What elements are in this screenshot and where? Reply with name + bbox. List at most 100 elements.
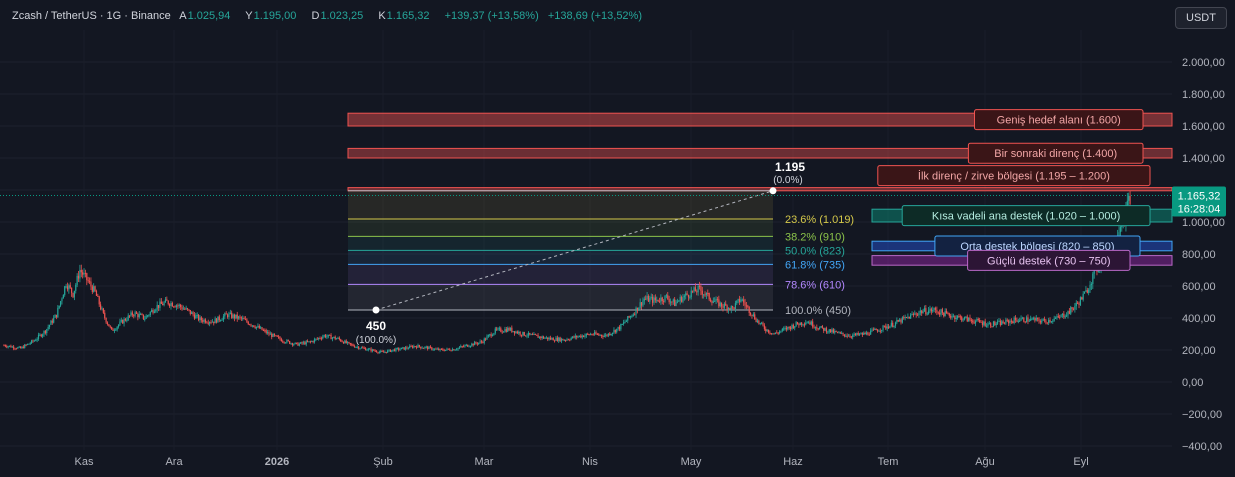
currency-button[interactable]: USDT [1175,7,1227,29]
candle-body [338,337,340,340]
candle-body [18,346,20,348]
candle-body [958,315,960,317]
candle-body [385,351,387,353]
candle-body [820,326,822,328]
candle-body [918,312,920,316]
candle-body [486,336,488,340]
candle-body [475,342,477,344]
candle-body [473,342,476,346]
candle-body [309,341,311,343]
candle-body [214,318,216,324]
candle-body [1070,307,1072,314]
candle-body [1066,315,1068,317]
candle-body [429,346,432,348]
candle-body [899,319,901,322]
candle-body [836,331,839,333]
candle-body [381,350,383,352]
candle-body [456,349,458,351]
candle-body [291,343,294,345]
candle-body [232,314,234,318]
candle-body [881,329,883,331]
candle-body [992,321,995,327]
candle-body [1043,319,1046,321]
candle-body [961,316,963,321]
candle-body [845,335,847,337]
y-tick-label: 2.000,00 [1182,57,1225,69]
candle-body [68,285,70,290]
candle-body [266,332,269,334]
candle-body [943,312,945,317]
candle-body [160,301,162,304]
candle-body [191,312,193,314]
candle-body [432,349,434,351]
candle-body [868,334,870,336]
candle-body [1041,320,1043,323]
candle-body [560,338,563,342]
candle-body [690,290,692,297]
candle-body [57,308,59,318]
candle-body [516,331,518,334]
candle-body [545,337,547,339]
candle-body [278,336,280,338]
candle-body [859,333,861,335]
price-axis[interactable]: 2.000,001.800,001.600,001.400,001.200,00… [1182,57,1225,453]
candle-body [35,340,37,342]
candle-body [482,342,484,344]
candle-body [542,336,545,339]
fib-label: 61.8% (735) [785,259,845,271]
candle-body [531,334,534,336]
candle-body [969,317,971,320]
change-value-2: +138,69 (+13,52%) [547,10,642,22]
candle-body [1128,195,1130,201]
candle-body [173,306,175,308]
candle-body [80,270,82,273]
candle-body [976,318,978,322]
candle-body [616,328,618,333]
candle-body [1008,320,1010,324]
candle-body [796,322,799,325]
candle-body [26,343,29,345]
candle-body [716,298,719,300]
candle-body [1019,320,1021,322]
time-axis[interactable]: Kas Ara 2026 Şub Mar Nis May Haz Tem Ağu Eyl [75,456,1089,468]
low-label: D [311,10,320,22]
candle-body [733,307,735,309]
fib-band [348,218,773,237]
candle-body [144,318,146,320]
candle-body [919,310,921,313]
candle-body [318,337,320,339]
candle-body [801,322,803,325]
y-tick-label: 800,00 [1182,249,1216,261]
candle-body [490,334,492,337]
candle-body [853,333,855,336]
candle-body [1032,318,1035,320]
candle-body [142,314,144,319]
candle-body [396,348,398,350]
candle-body [588,334,590,336]
candle-body [373,349,375,351]
candle-body [348,342,350,344]
candle-body [104,312,106,318]
candle-body [948,313,950,316]
candle-body [184,308,186,310]
candle-body [977,318,979,320]
candle-body [781,328,783,331]
candle-body [233,314,236,319]
candle-body [155,309,157,312]
candle-body [269,333,271,335]
candle-body [663,301,665,303]
candle-body [61,298,63,302]
candle-body [422,347,425,349]
symbol-title[interactable]: Zcash / TetherUS · 1G · Binance [12,10,171,22]
candle-body [570,337,572,340]
candle-body [382,351,385,353]
candle-body [686,293,688,295]
candle-body [468,346,470,348]
close-value: 1.165,32 [386,10,430,22]
candle-body [275,335,277,337]
candle-body [322,336,324,339]
candle-body [282,341,284,343]
candle-body [369,348,371,350]
candle-body [795,322,797,327]
